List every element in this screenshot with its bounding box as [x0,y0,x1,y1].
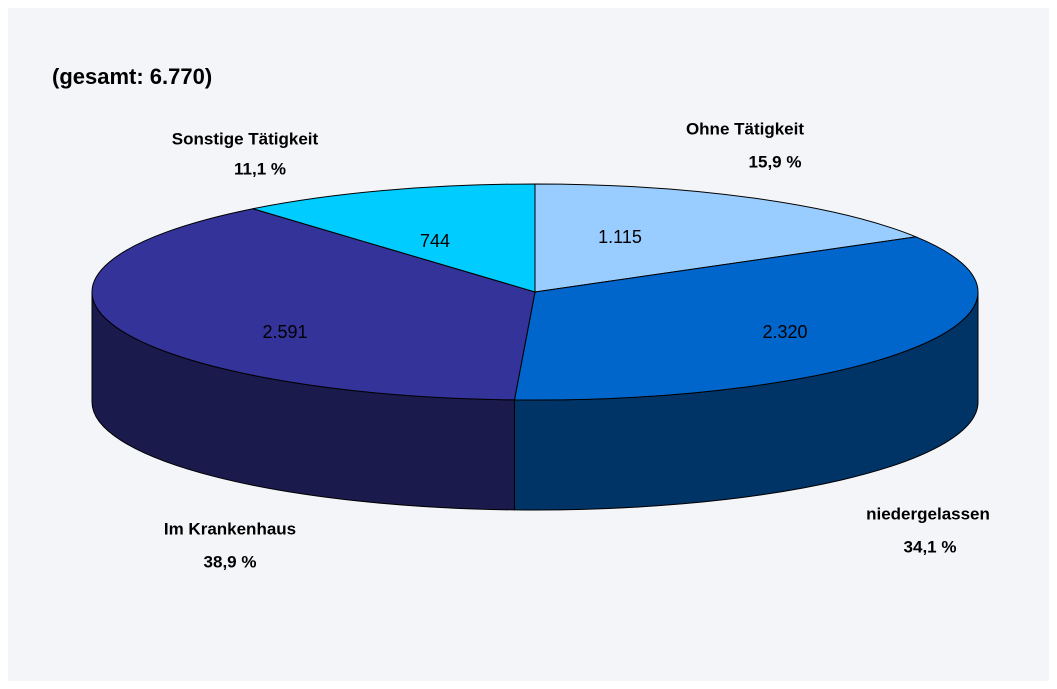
value-label: 2.320 [762,322,807,342]
value-label: 1.115 [598,227,642,247]
category-label: Sonstige Tätigkeit [172,129,319,148]
slice [534,183,918,293]
value-label: 2.591 [262,322,307,342]
chart-title: (gesamt: 6.770) [52,64,212,89]
percentage-label: 34,1 % [904,537,957,556]
value-label: 744 [420,231,450,251]
percentage-label: 11,1 % [234,159,286,178]
slice [252,183,536,293]
slice [513,236,979,401]
percentage-label: 15,9 % [749,152,802,171]
percentage-label: 38,9 % [204,552,257,571]
category-label: niedergelassen [866,504,990,523]
category-label: Im Krankenhaus [164,519,296,538]
slice [91,208,536,401]
category-label: Ohne Tätigkeit [686,119,804,138]
